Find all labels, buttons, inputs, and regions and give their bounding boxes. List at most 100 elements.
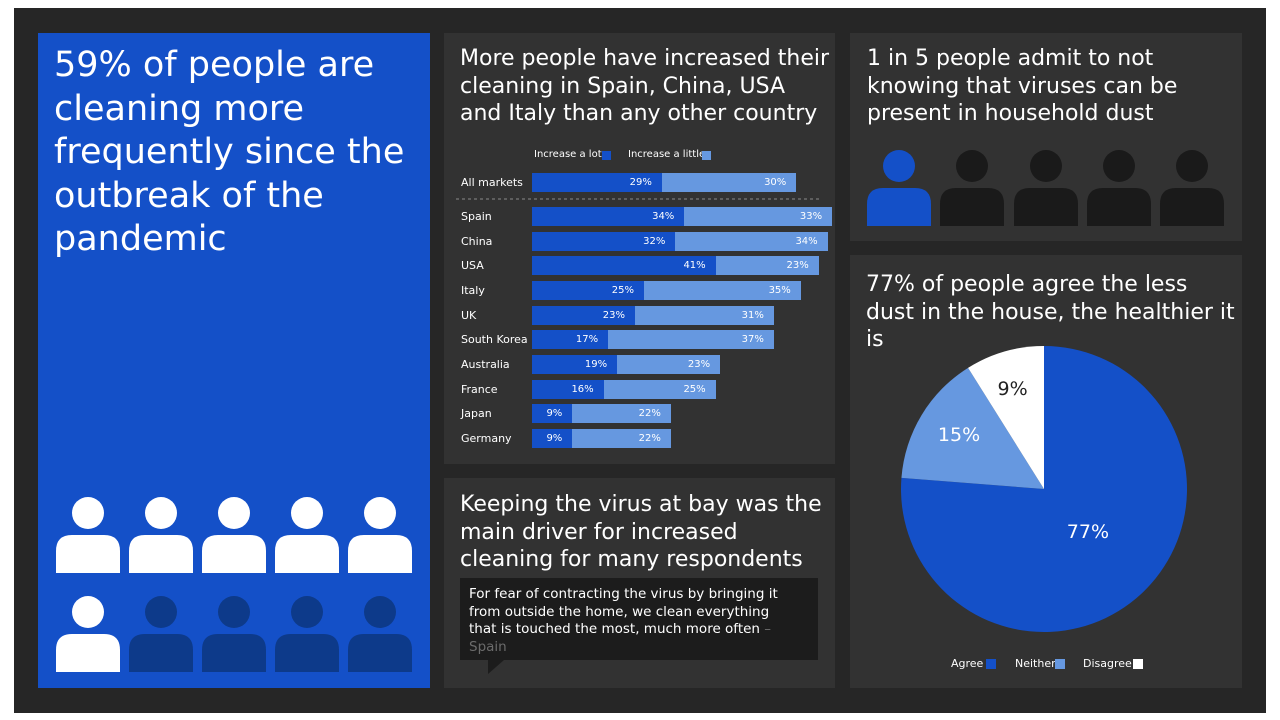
category-label: USA — [461, 259, 484, 272]
quote-body: For fear of contracting the virus by bri… — [469, 586, 778, 637]
legend-label: Increase a lot — [534, 149, 602, 160]
bar-value-label: 16% — [571, 384, 594, 395]
pie-legend-swatch — [986, 659, 996, 669]
person-icon — [56, 596, 120, 672]
person-icon — [202, 497, 266, 573]
pie-legend-label: Neither — [1015, 657, 1056, 670]
person-icon — [348, 497, 412, 573]
person-icon — [56, 497, 120, 573]
bar-value-label: 32% — [643, 236, 666, 247]
legend-swatch — [602, 151, 611, 160]
pie-legend-label: Disagree — [1083, 657, 1132, 670]
bar-segment — [532, 429, 573, 448]
bar-segment — [635, 306, 774, 325]
bar-value-label: 34% — [652, 211, 675, 222]
bar-segment — [532, 173, 662, 192]
bar-value-label: 30% — [764, 177, 787, 188]
pie-slice — [901, 367, 1044, 489]
bar-segment — [661, 173, 797, 192]
quote-bubble-tail — [488, 660, 504, 674]
bar-segment — [617, 355, 721, 374]
category-label: Germany — [461, 432, 512, 445]
category-label: UK — [461, 309, 477, 322]
pie-slice — [968, 346, 1044, 489]
bar-segment — [715, 256, 819, 275]
bar-value-label: 41% — [683, 260, 706, 271]
bar-segment — [644, 281, 801, 300]
category-label: Italy — [461, 284, 485, 297]
bar-value-label: 29% — [629, 177, 652, 188]
category-label: Australia — [461, 358, 510, 371]
bar-value-label: 22% — [638, 433, 661, 444]
bar-value-label: 25% — [683, 384, 706, 395]
bar-value-label: 9% — [546, 408, 563, 419]
person-icon — [129, 596, 193, 672]
person-icon — [275, 497, 339, 573]
bar-value-label: 25% — [611, 285, 634, 296]
quote-panel-title: Keeping the virus at bay was the main dr… — [460, 492, 822, 572]
bar-segment — [532, 404, 573, 423]
bar-segment — [532, 330, 609, 349]
bar-value-label: 34% — [795, 236, 818, 247]
person-icon — [1014, 150, 1078, 226]
pie-chart-title: 77% of people agree the less dust in the… — [866, 272, 1235, 352]
pie-legend-swatch — [1133, 659, 1143, 669]
bar-segment — [572, 404, 671, 423]
bar-segment — [532, 207, 685, 226]
bar-segment — [532, 256, 716, 275]
bar-value-label: 22% — [638, 408, 661, 419]
bar-value-label: 35% — [768, 285, 791, 296]
pie-legend-label: Agree — [951, 657, 984, 670]
bar-value-label: 33% — [799, 211, 823, 222]
person-icon — [275, 596, 339, 672]
category-label: All markets — [461, 176, 523, 189]
person-icon — [129, 497, 193, 573]
bar-segment — [532, 232, 676, 251]
person-icon — [1087, 150, 1151, 226]
people-row-dust — [867, 150, 1224, 226]
pie-slice-label: 15% — [937, 423, 981, 446]
bar-chart-title: More people have increased their cleanin… — [460, 46, 830, 126]
bar-segment — [608, 330, 774, 349]
bar-segment — [532, 306, 636, 325]
legend-label: Increase a little — [628, 149, 706, 160]
category-label: Spain — [461, 210, 492, 223]
bar-value-label: 23% — [602, 310, 626, 321]
bar-segment — [684, 207, 833, 226]
category-label: Japan — [461, 407, 492, 420]
pie-chart — [901, 346, 1187, 632]
bar-segment — [532, 355, 618, 374]
category-label: South Korea — [461, 333, 528, 346]
bar-value-label: 23% — [687, 359, 711, 370]
chart-divider — [456, 198, 822, 200]
pie-slice-label: 9% — [997, 378, 1028, 401]
person-icon — [202, 596, 266, 672]
person-icon — [1160, 150, 1224, 226]
bar-value-label: 31% — [741, 310, 764, 321]
bar-value-label: 37% — [741, 334, 764, 345]
person-icon — [940, 150, 1004, 226]
bar-segment — [532, 281, 644, 300]
person-icon — [348, 596, 412, 672]
legend-swatch — [702, 151, 711, 160]
bar-value-label: 23% — [786, 260, 809, 271]
category-label: France — [461, 383, 498, 396]
bar-value-label: 17% — [575, 334, 599, 345]
headline-title: 59% of people are cleaning more frequent… — [54, 45, 405, 259]
people-grid-left — [56, 497, 412, 672]
quote-bubble — [460, 578, 818, 660]
category-label: China — [461, 235, 493, 248]
bar-segment — [603, 380, 716, 399]
bar-value-label: 19% — [584, 359, 608, 370]
pie-legend-swatch — [1055, 659, 1065, 669]
pie-slice-label: 77% — [1066, 521, 1110, 544]
dust-panel-title: 1 in 5 people admit to not knowing that … — [867, 46, 1178, 126]
headline-panel — [38, 33, 430, 688]
bar-value-label: 9% — [546, 433, 563, 444]
quote-source: – Spain — [469, 621, 772, 655]
bar-segment — [532, 380, 604, 399]
bar-segment — [572, 429, 671, 448]
quote-text: For fear of contracting the virus by bri… — [469, 586, 789, 656]
bar-segment — [675, 232, 828, 251]
person-icon — [867, 150, 931, 226]
